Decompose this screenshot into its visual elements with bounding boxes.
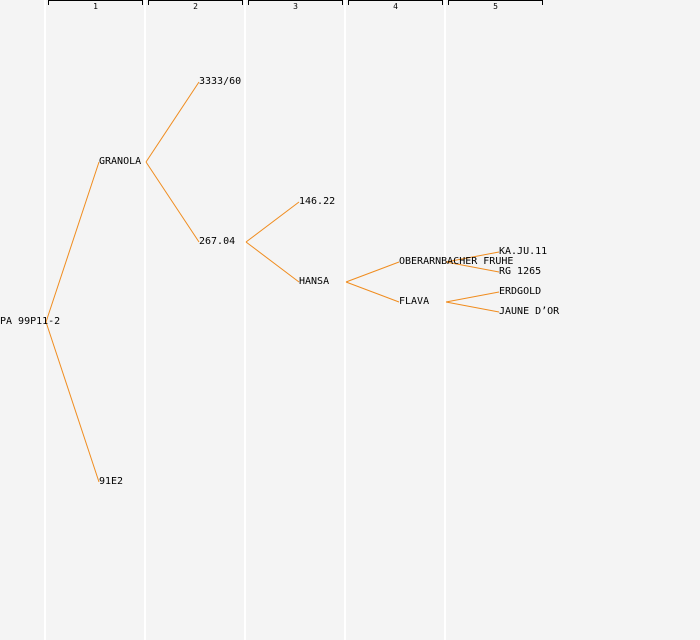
generation-label-2: 2: [193, 2, 198, 11]
node-flava[interactable]: FLAVA: [399, 296, 430, 307]
column-rule-1: [44, 0, 46, 640]
generation-header-2: 2: [148, 0, 243, 12]
node-hansa[interactable]: HANSA: [299, 276, 330, 287]
node-oberarnbacher[interactable]: OBERARNBACHER FRUHE: [399, 256, 514, 267]
column-rule-2: [144, 0, 146, 640]
node-granola[interactable]: GRANOLA: [99, 156, 142, 167]
node-erdgold[interactable]: ERDGOLD: [499, 286, 542, 297]
node-jaune[interactable]: JAUNE D’OR: [499, 306, 560, 317]
node-kaju11[interactable]: KA.JU.11: [499, 246, 548, 257]
generation-header-3: 3: [248, 0, 343, 12]
link-oberarnbacher-kaju11: [445, 251, 500, 263]
link-root-granola: [45, 161, 100, 323]
node-91e2[interactable]: 91E2: [99, 476, 124, 487]
link-hansa-flava: [345, 281, 400, 303]
node-267-04[interactable]: 267.04: [199, 236, 236, 247]
generation-header-5: 5: [448, 0, 543, 12]
node-rg1265[interactable]: RG 1265: [499, 266, 542, 277]
generation-label-5: 5: [493, 2, 498, 11]
column-rule-5: [444, 0, 446, 640]
column-rule-4: [344, 0, 346, 640]
link-granola-267-04: [145, 161, 200, 243]
generation-header-1: 1: [48, 0, 143, 12]
node-146-22[interactable]: 146.22: [299, 196, 336, 207]
node-root[interactable]: PA 99P11-2: [0, 316, 61, 327]
link-hansa-oberarnbacher: [345, 261, 400, 283]
link-root-91e2: [45, 321, 100, 483]
generation-label-3: 3: [293, 2, 298, 11]
link-group: [45, 81, 500, 483]
link-267-04-146-22: [245, 201, 300, 243]
link-oberarnbacher-rg1265: [445, 261, 500, 273]
link-267-04-hansa: [245, 241, 300, 283]
link-flava-erdgold: [445, 291, 500, 303]
generation-label-1: 1: [93, 2, 98, 11]
generation-header-4: 4: [348, 0, 443, 12]
generation-label-4: 4: [393, 2, 398, 11]
column-rule-3: [244, 0, 246, 640]
link-granola-3333-60: [145, 81, 200, 163]
link-flava-jaune: [445, 301, 500, 313]
node-3333-60[interactable]: 3333/60: [199, 76, 242, 87]
